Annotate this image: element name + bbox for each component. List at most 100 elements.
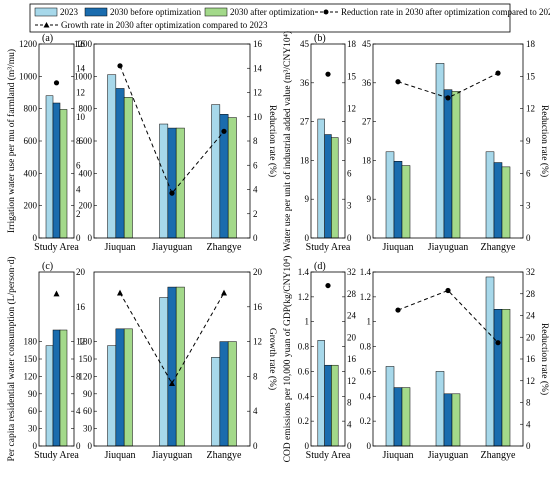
panel-label: (a) <box>42 33 53 44</box>
y2-tick-label: 9 <box>526 136 531 146</box>
cities-y-tick-label: 0.2 <box>360 416 371 426</box>
x-category-label: Jiuquan <box>104 242 135 253</box>
y-tick-label: 30 <box>28 424 38 434</box>
y-tick-label: 180 <box>24 337 38 347</box>
legend-swatch-2023 <box>34 7 58 17</box>
bar-after-0 <box>401 387 411 447</box>
study-y2-tick-label: 15 <box>347 71 357 81</box>
cities-y-tick-label: 0.4 <box>360 391 372 401</box>
study-y2-tick-label: 8 <box>76 371 81 381</box>
chart-panel-0: 0200400600800100012000246810121416Study … <box>6 33 278 253</box>
bar-before-0 <box>393 387 403 447</box>
cities-y-tick-label: 1200 <box>74 39 93 49</box>
y-tick-label: 150 <box>24 354 38 364</box>
bar-after-1 <box>451 393 461 447</box>
study-y2-tick-label: 4 <box>76 406 81 416</box>
bar-s2023-2 <box>485 151 495 239</box>
y2-tick-label: 12 <box>526 376 535 386</box>
y-tick-label: 600 <box>24 136 38 146</box>
bar-before-2 <box>493 309 503 447</box>
legend-label-2023: 2023 <box>60 7 79 17</box>
x-category-label: Jiuquan <box>382 450 413 461</box>
study-bar-after <box>331 137 339 239</box>
y2-tick-label: 4 <box>253 185 258 195</box>
bar-before-0 <box>115 328 125 447</box>
cities-y-tick-label: 0.6 <box>360 366 372 376</box>
panel-label: (b) <box>314 33 326 44</box>
cities-y-tick-label: 1.2 <box>360 292 371 302</box>
y2-tick-label: 20 <box>253 267 263 277</box>
study-y2-tick-label: 16 <box>347 354 357 364</box>
legend-marker-reduction <box>323 9 329 15</box>
y-tick-label: 0.2 <box>298 416 309 426</box>
y2-tick-label: 6 <box>253 160 258 170</box>
x-category-label: Jiayuguan <box>152 450 193 461</box>
study-rate-marker <box>325 71 331 77</box>
y-tick-label: 120 <box>24 371 38 381</box>
study-y2-tick-label: 6 <box>76 160 81 170</box>
y2-tick-label: 16 <box>253 39 263 49</box>
legend-swatch-after <box>204 7 228 17</box>
rate-marker-1 <box>445 95 451 101</box>
bar-after-0 <box>123 97 133 239</box>
y2-tick-label: 12 <box>526 104 535 114</box>
study-bar-s2023 <box>45 95 54 239</box>
cities-y-tick-label: 120 <box>79 371 93 381</box>
legend-label-growth: Growth rate in 2030 after optimization c… <box>61 20 268 30</box>
rate-line <box>397 289 499 344</box>
y2-axis-title: Reduction rate (%) <box>539 323 550 395</box>
study-rate-marker <box>325 282 331 289</box>
cities-y-tick-label: 180 <box>79 337 93 347</box>
x-category-label: Zhangye <box>207 242 243 253</box>
bar-s2023-0 <box>385 366 395 447</box>
rate-marker-2 <box>495 340 501 346</box>
study-y2-tick-label: 12 <box>76 337 85 347</box>
y-tick-label: 200 <box>24 201 38 211</box>
study-bar-s2023 <box>45 345 54 447</box>
y2-tick-label: 18 <box>526 39 536 49</box>
study-bar-after <box>59 329 68 447</box>
study-y2-tick-label: 32 <box>347 267 356 277</box>
y2-tick-label: 12 <box>253 88 262 98</box>
cities-y-tick-label: 30 <box>83 424 93 434</box>
study-y2-tick-label: 4 <box>347 419 352 429</box>
study-x-label: Study Area <box>306 450 351 461</box>
cities-y-tick-label: 45 <box>362 39 372 49</box>
cities-y-tick-label: 0 <box>88 441 93 451</box>
cities-y-tick-label: 27 <box>362 117 372 127</box>
x-category-label: Jiuquan <box>104 450 135 461</box>
bar-before-1 <box>167 286 177 447</box>
rate-marker-1 <box>445 287 451 294</box>
y-tick-label: 0 <box>33 233 38 243</box>
study-y2-tick-label: 12 <box>76 88 85 98</box>
study-rate-marker <box>53 290 60 297</box>
study-y2-tick-label: 16 <box>76 302 86 312</box>
cities-y-tick-label: 0 <box>367 441 372 451</box>
cities-y-tick-label: 0 <box>367 233 372 243</box>
y2-tick-label: 24 <box>526 311 536 321</box>
panel-label: (c) <box>42 261 53 272</box>
y2-tick-label: 6 <box>526 168 531 178</box>
bar-before-1 <box>443 393 453 447</box>
study-bar-before <box>324 364 332 447</box>
study-y2-tick-label: 0 <box>347 233 352 243</box>
rate-marker-1 <box>169 380 175 386</box>
cities-y-tick-label: 1 <box>367 317 372 327</box>
study-y2-tick-label: 20 <box>76 267 86 277</box>
y2-tick-label: 8 <box>253 371 258 381</box>
legend-frame <box>29 3 511 33</box>
rate-marker-0 <box>395 79 401 85</box>
bar-before-2 <box>493 162 503 239</box>
cities-y-tick-label: 0 <box>88 233 93 243</box>
study-bar-s2023 <box>317 118 325 239</box>
y-axis-title: Water use per unit of industrial added v… <box>282 31 293 251</box>
legend-marker-growth <box>43 22 50 28</box>
y-tick-label: 1.2 <box>298 292 309 302</box>
study-y2-tick-label: 4 <box>76 185 81 195</box>
cities-y-tick-label: 1.4 <box>360 267 372 277</box>
study-bar-s2023 <box>317 340 325 447</box>
y-tick-label: 18 <box>300 155 310 165</box>
study-y2-tick-label: 18 <box>347 39 357 49</box>
